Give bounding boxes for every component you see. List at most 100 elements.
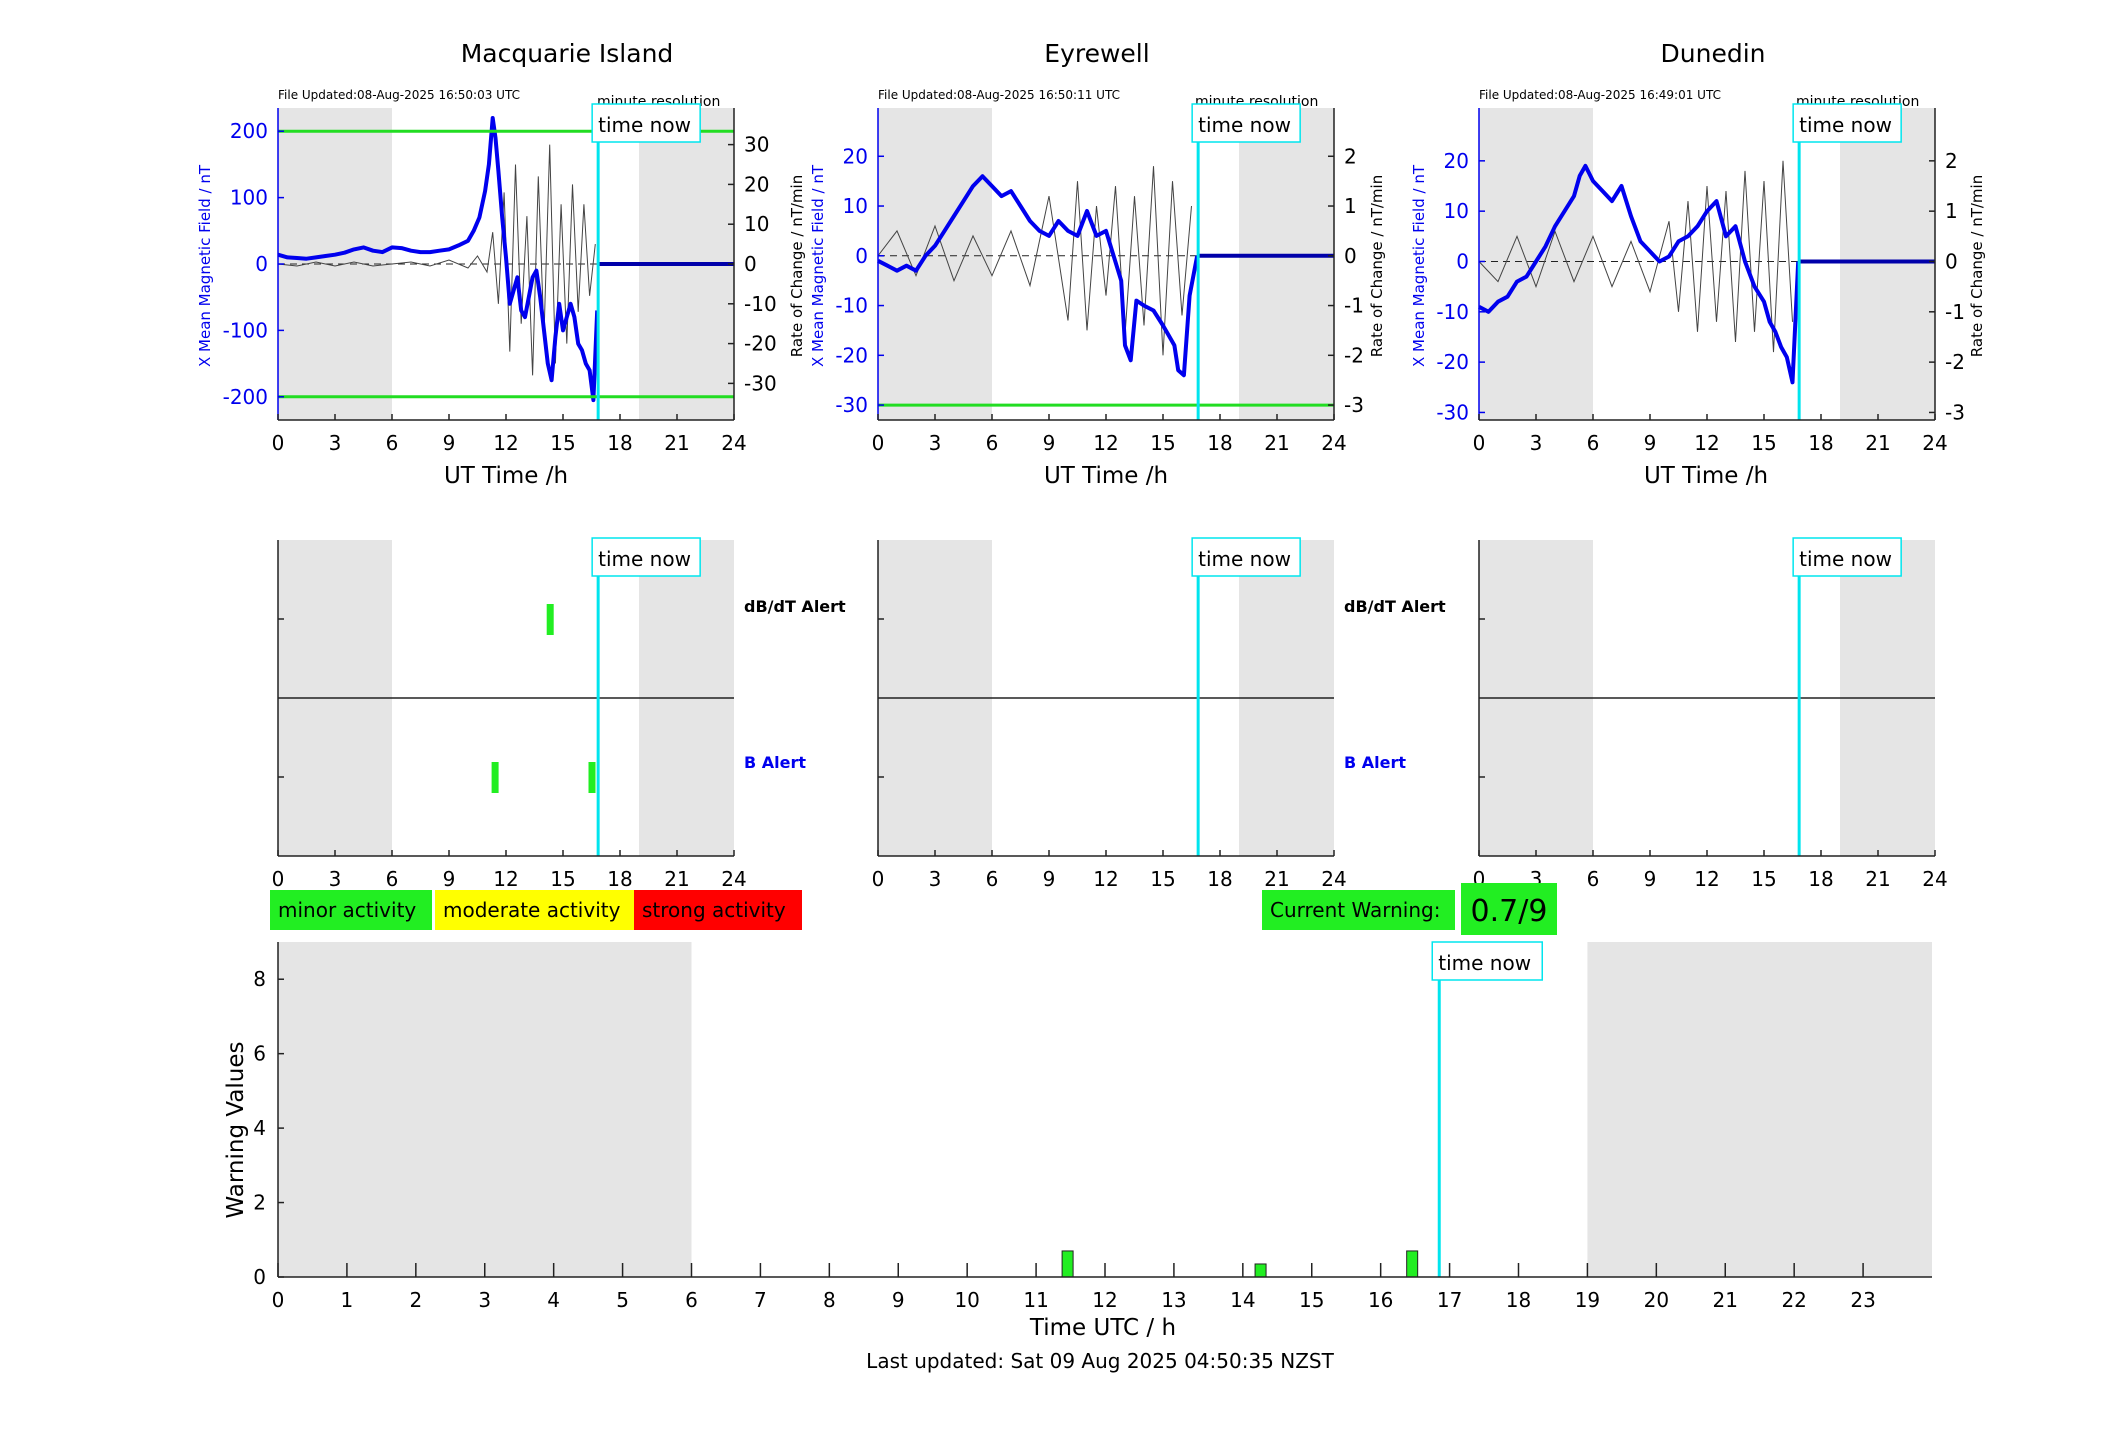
alert-x-tick-label: 9 — [1043, 867, 1056, 891]
y-tick-label: 0 — [255, 252, 268, 276]
y-tick-label: -200 — [223, 385, 268, 409]
bottom-y-tick-label: 0 — [253, 1265, 266, 1289]
bottom-x-tick-label: 13 — [1161, 1288, 1186, 1312]
x-tick-label: 3 — [929, 431, 942, 455]
alert-x-tick-label: 6 — [1587, 867, 1600, 891]
x-tick-label: 21 — [1264, 431, 1289, 455]
alert-x-tick-label: 6 — [386, 867, 399, 891]
file-updated-text: File Updated:08-Aug-2025 16:50:03 UTC — [278, 88, 520, 102]
x-axis-label: UT Time /h — [1644, 463, 1768, 489]
bottom-x-tick-label: 23 — [1850, 1288, 1875, 1312]
bottom-y-tick-label: 4 — [253, 1116, 266, 1140]
magnetic-field-line — [277, 116, 600, 403]
y-tick-label: 20 — [1444, 149, 1469, 173]
y-tick-label: -100 — [223, 318, 268, 342]
current-warning: Current Warning: 0.7/9 — [1262, 883, 1557, 935]
y2-tick-label: 10 — [744, 212, 769, 236]
y-tick-label: 200 — [230, 119, 268, 143]
y-axis-right-label: Rate of Change / nT/min — [1968, 175, 1986, 357]
time-now-label: time now — [598, 113, 691, 137]
alert-x-tick-label: 18 — [607, 867, 632, 891]
b-alert-mark — [491, 762, 499, 793]
y2-tick-label: -30 — [744, 371, 777, 395]
bottom-x-tick-label: 12 — [1092, 1288, 1117, 1312]
x-tick-label: 0 — [872, 431, 885, 455]
legend-moderate-swatch — [435, 890, 634, 930]
bottom-x-tick-label: 4 — [547, 1288, 560, 1312]
y-tick-label: 10 — [1444, 199, 1469, 223]
current-warning-value: 0.7/9 — [1471, 894, 1548, 929]
night-band — [278, 942, 692, 1277]
y-tick-label: -10 — [1436, 300, 1469, 324]
current-warning-label-box — [1262, 890, 1455, 930]
x-axis-label: UT Time /h — [444, 463, 568, 489]
magnetic-field-line — [1478, 163, 1801, 385]
y2-tick-label: 1 — [1945, 199, 1958, 223]
x-tick-label: 9 — [1644, 431, 1657, 455]
bottom-x-tick-label: 15 — [1299, 1288, 1324, 1312]
alert-x-tick-label: 3 — [929, 867, 942, 891]
alert-x-tick-label: 21 — [1865, 867, 1890, 891]
legend-moderate-label: moderate activity — [443, 898, 621, 922]
y2-tick-label: -10 — [744, 292, 777, 316]
activity-legend: minor activity moderate activity strong … — [270, 890, 802, 930]
alert-x-tick-label: 18 — [1207, 867, 1232, 891]
warning-bar — [1061, 1250, 1074, 1278]
bottom-x-tick-label: 22 — [1781, 1288, 1806, 1312]
bottom-y-tick-label: 8 — [253, 967, 266, 991]
dbdt-alert-label: dB/dT Alert — [744, 597, 846, 616]
station-title: Macquarie Island — [461, 39, 674, 68]
y-tick-label: -10 — [835, 294, 868, 318]
time-now-label: time now — [1438, 951, 1531, 975]
current-warning-value-box — [1461, 883, 1557, 935]
station-panel-eyrewell: Eyrewell File Updated:08-Aug-2025 16:50:… — [809, 39, 1446, 891]
bottom-x-tick-label: 18 — [1506, 1288, 1531, 1312]
x-tick-label: 12 — [1093, 431, 1118, 455]
bottom-x-tick-label: 7 — [754, 1288, 767, 1312]
legend-strong-swatch — [634, 890, 802, 930]
b-alert-label: B Alert — [744, 753, 806, 772]
bottom-y-axis-label: Warning Values — [223, 1041, 249, 1218]
x-tick-label: 3 — [1530, 431, 1543, 455]
alert-x-tick-label: 9 — [443, 867, 456, 891]
y-tick-label: 0 — [855, 244, 868, 268]
bottom-y-tick-label: 6 — [253, 1042, 266, 1066]
night-band — [878, 108, 992, 420]
y2-tick-label: -1 — [1945, 300, 1965, 324]
bottom-x-tick-label: 5 — [616, 1288, 629, 1312]
night-band — [1587, 942, 1932, 1277]
y2-tick-label: 2 — [1344, 144, 1357, 168]
bottom-x-tick-label: 2 — [409, 1288, 422, 1312]
alert-x-tick-label: 15 — [1150, 867, 1175, 891]
alert-x-tick-label: 24 — [1922, 867, 1947, 891]
legend-minor-swatch — [270, 890, 432, 930]
y2-tick-label: -2 — [1344, 343, 1364, 367]
x-tick-label: 9 — [443, 431, 456, 455]
y-tick-label: -20 — [1436, 350, 1469, 374]
y-axis-right-label: Rate of Change / nT/min — [1368, 175, 1386, 357]
y2-tick-label: -20 — [744, 332, 777, 356]
y2-tick-label: -3 — [1344, 393, 1364, 417]
alert-time-now-box — [591, 537, 701, 577]
x-tick-label: 0 — [272, 431, 285, 455]
bottom-x-tick-label: 20 — [1644, 1288, 1669, 1312]
y2-tick-label: 2 — [1945, 149, 1958, 173]
station-title: Dunedin — [1661, 39, 1766, 68]
x-tick-label: 0 — [1473, 431, 1486, 455]
station-panel-dunedin: Dunedin File Updated:08-Aug-2025 16:49:0… — [1410, 39, 1986, 891]
magnetic-field-line — [877, 174, 1200, 378]
file-updated-text: File Updated:08-Aug-2025 16:50:11 UTC — [878, 88, 1120, 102]
alert-x-tick-label: 12 — [1694, 867, 1719, 891]
alert-x-tick-label: 0 — [872, 867, 885, 891]
night-band — [1239, 108, 1334, 420]
y-tick-label: 100 — [230, 186, 268, 210]
x-tick-label: 18 — [1808, 431, 1833, 455]
y2-tick-label: 1 — [1344, 194, 1357, 218]
rate-of-change-line — [877, 166, 1192, 356]
x-tick-label: 6 — [1587, 431, 1600, 455]
alert-x-tick-label: 6 — [986, 867, 999, 891]
y2-tick-label: -3 — [1945, 400, 1965, 424]
bottom-x-tick-label: 10 — [954, 1288, 979, 1312]
b-alert-mark — [588, 762, 596, 793]
last-updated-text: Last updated: Sat 09 Aug 2025 04:50:35 N… — [866, 1349, 1334, 1373]
